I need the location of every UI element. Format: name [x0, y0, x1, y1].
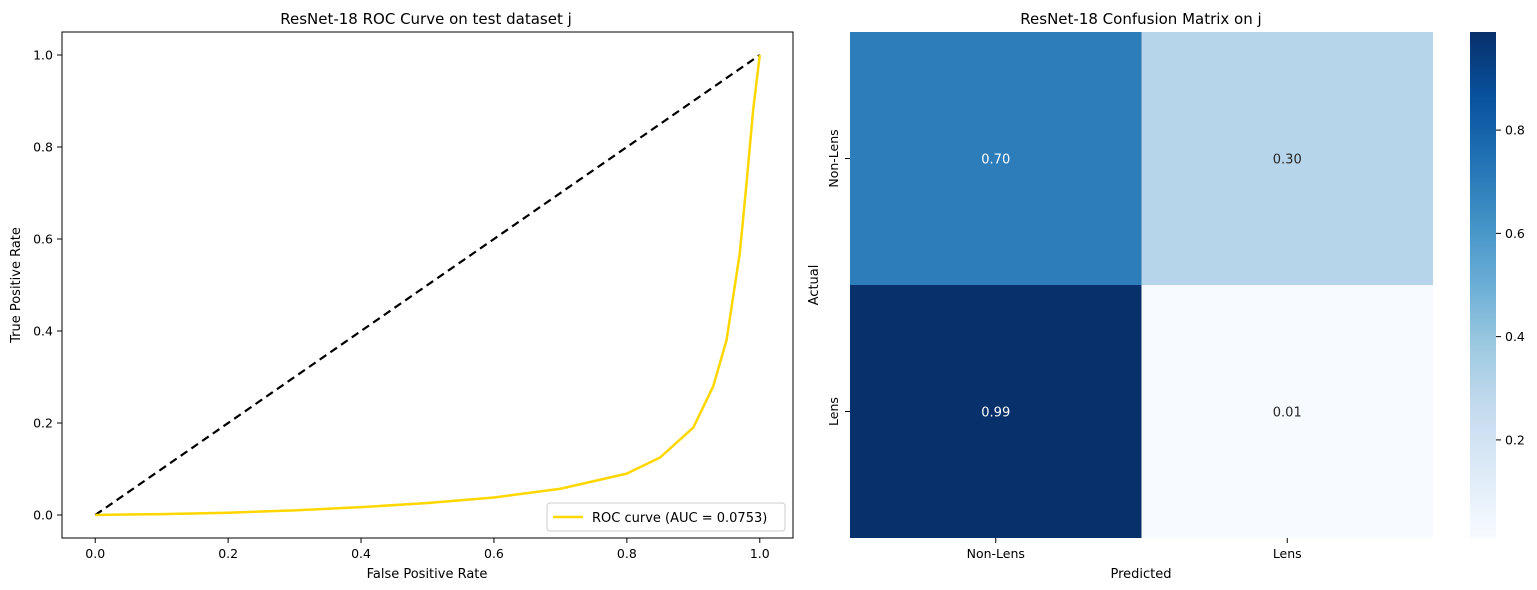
- roc-x-tick-label: 0.8: [617, 546, 637, 561]
- cm-colorbar-gradient: [1470, 32, 1496, 538]
- confusion-matrix-chart: ResNet-18 Confusion Matrix on j 0.70 0.30…: [807, 10, 1525, 582]
- cm-cell: [1141, 285, 1433, 538]
- cm-x-tick-label: Lens: [1273, 546, 1302, 561]
- cm-y-tick-label: Lens: [826, 397, 841, 426]
- roc-y-tick-label: 0.0: [33, 508, 53, 523]
- cm-colorbar-tick-label: 0.6: [1505, 226, 1525, 241]
- roc-legend-label: ROC curve (AUC = 0.0753): [592, 511, 767, 526]
- roc-legend: ROC curve (AUC = 0.0753): [546, 502, 786, 532]
- cm-heatmap: 0.70 0.30 0.99 0.01 Non-Lens Lens Non-Lens Lens: [826, 32, 1433, 561]
- roc-y-axis-label: True Positive Rate: [9, 227, 24, 344]
- cm-cell: [1141, 32, 1433, 285]
- roc-y-tick-label: 0.6: [33, 232, 53, 247]
- roc-x-tick-label: 1.0: [750, 546, 770, 561]
- cm-cell-value: 0.99: [981, 406, 1010, 421]
- cm-colorbar: 0.2 0.4 0.6 0.8: [1470, 32, 1525, 538]
- roc-title: ResNet-18 ROC Curve on test dataset j: [280, 10, 572, 28]
- roc-x-tick-label: 0.6: [484, 546, 504, 561]
- cm-colorbar-tick-label: 0.4: [1505, 329, 1525, 344]
- roc-y-tick-label: 0.2: [33, 416, 53, 431]
- cm-cell-value: 0.30: [1273, 153, 1302, 168]
- cm-x-tick-label: Non-Lens: [967, 546, 1025, 561]
- roc-y-tick-label: 1.0: [33, 48, 53, 63]
- roc-curve-line: [95, 54, 762, 517]
- cm-title: ResNet-18 Confusion Matrix on j: [1020, 10, 1261, 28]
- cm-y-tick-label: Non-Lens: [826, 129, 841, 187]
- roc-chart: ResNet-18 ROC Curve on test dataset j 0.…: [9, 10, 794, 582]
- roc-y-tick-label: 0.8: [33, 140, 53, 155]
- cm-cell-value: 0.01: [1273, 406, 1302, 421]
- roc-legend-box: [546, 502, 786, 532]
- roc-axes-frame: [61, 31, 794, 539]
- roc-y-tick-label: 0.4: [33, 324, 53, 339]
- roc-plot-area: 0.0 0.2 0.4 0.6 0.8 1.0 0.0 0.2 0.4 0.6 0.8 1.0: [33, 31, 794, 561]
- cm-cell-value: 0.70: [981, 153, 1010, 168]
- cm-y-axis-label: Actual: [807, 265, 822, 306]
- roc-x-tick-label: 0.4: [351, 546, 371, 561]
- roc-x-axis-label: False Positive Rate: [367, 567, 488, 582]
- cm-colorbar-tick-label: 0.2: [1505, 432, 1525, 447]
- cm-x-axis-label: Predicted: [1110, 567, 1171, 582]
- roc-x-tick-label: 0.2: [218, 546, 238, 561]
- roc-chance-diagonal-line: [94, 54, 761, 516]
- roc-x-tick-label: 0.0: [85, 546, 105, 561]
- cm-cell: [850, 32, 1142, 285]
- cm-colorbar-tick-label: 0.8: [1505, 123, 1525, 138]
- cm-cell: [850, 285, 1142, 538]
